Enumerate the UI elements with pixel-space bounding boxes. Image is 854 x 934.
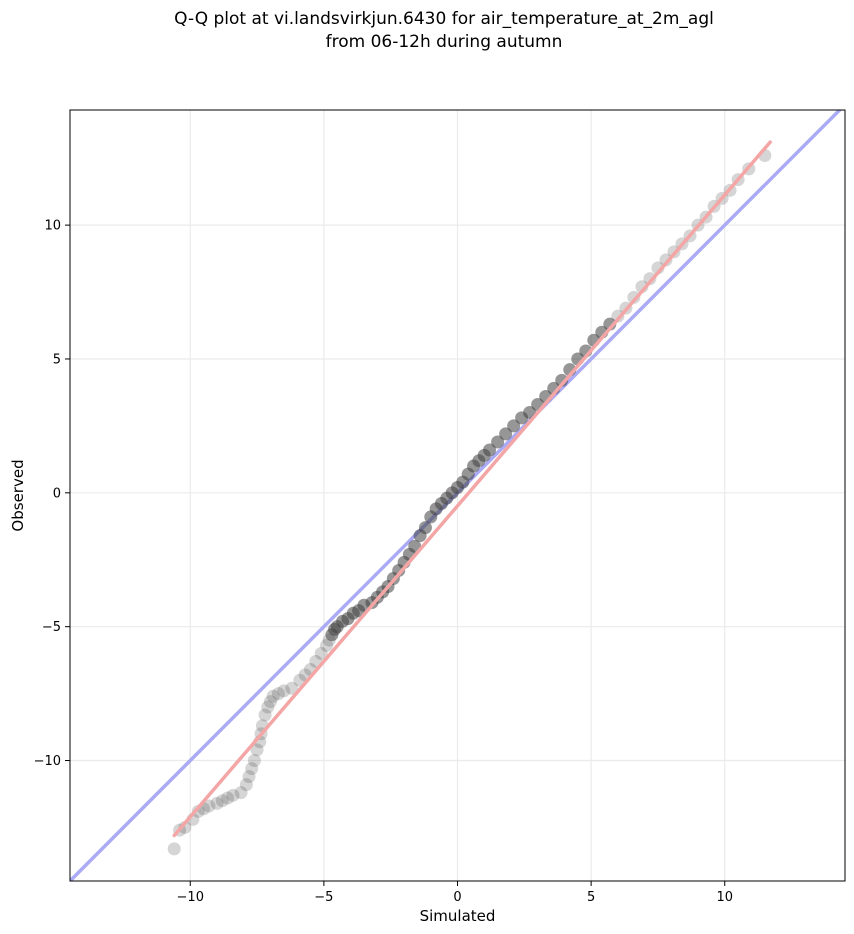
y-tick-label: −10 — [34, 754, 61, 769]
grid — [70, 110, 845, 881]
y-axis-title: Observed — [9, 459, 27, 531]
qq-point — [226, 788, 240, 802]
x-tick-label: −5 — [314, 890, 333, 905]
chart-title-line-2: from 06-12h during autumn — [325, 32, 563, 52]
qq-point — [320, 638, 334, 652]
qq-point — [261, 700, 275, 714]
qq-point — [277, 684, 291, 698]
qq-point — [202, 799, 216, 813]
y-tick-label: 5 — [53, 352, 61, 367]
qq-point — [266, 689, 280, 703]
qq-point — [507, 419, 521, 433]
axis-ticks: −10 −5 0 5 10 −10 −5 0 5 10 — [34, 219, 733, 905]
y-tick-label: 0 — [53, 486, 61, 501]
chart-title: Q-Q plot at vi.landsvirkjun.6430 for air… — [0, 8, 854, 54]
qq-point — [643, 272, 657, 286]
y-tick-label: 10 — [44, 219, 61, 234]
y-tick-label: −5 — [42, 620, 61, 635]
qq-point — [210, 796, 224, 810]
qq-point — [314, 646, 328, 660]
x-axis-title: Simulated — [420, 907, 496, 925]
qq-point — [483, 443, 497, 457]
qq-point — [499, 427, 513, 441]
qq-point — [234, 786, 248, 800]
qq-point — [627, 290, 641, 304]
qq-point — [250, 743, 264, 757]
qq-point — [247, 754, 261, 768]
qq-point — [239, 778, 253, 792]
x-tick-label: 10 — [716, 890, 733, 905]
x-tick-label: 5 — [587, 890, 595, 905]
x-tick-label: −10 — [177, 890, 204, 905]
qq-point — [245, 762, 259, 776]
qq-point — [258, 708, 272, 722]
qq-point — [215, 794, 229, 808]
qq-point — [263, 695, 277, 709]
fitted-line — [172, 140, 772, 838]
x-tick-label: 0 — [453, 890, 461, 905]
qq-point — [611, 309, 625, 323]
qq-point — [491, 435, 505, 449]
qq-point — [191, 804, 205, 818]
qq-point — [285, 681, 299, 695]
qq-point — [242, 770, 256, 784]
qq-point — [167, 842, 181, 856]
qq-point — [271, 687, 285, 701]
chart-title-line-1: Q-Q plot at vi.landsvirkjun.6430 for air… — [174, 9, 714, 29]
qq-point — [221, 791, 235, 805]
qq-point — [659, 253, 673, 267]
plot-area — [70, 110, 843, 881]
qq-point — [418, 521, 432, 535]
qq-point — [555, 373, 569, 387]
